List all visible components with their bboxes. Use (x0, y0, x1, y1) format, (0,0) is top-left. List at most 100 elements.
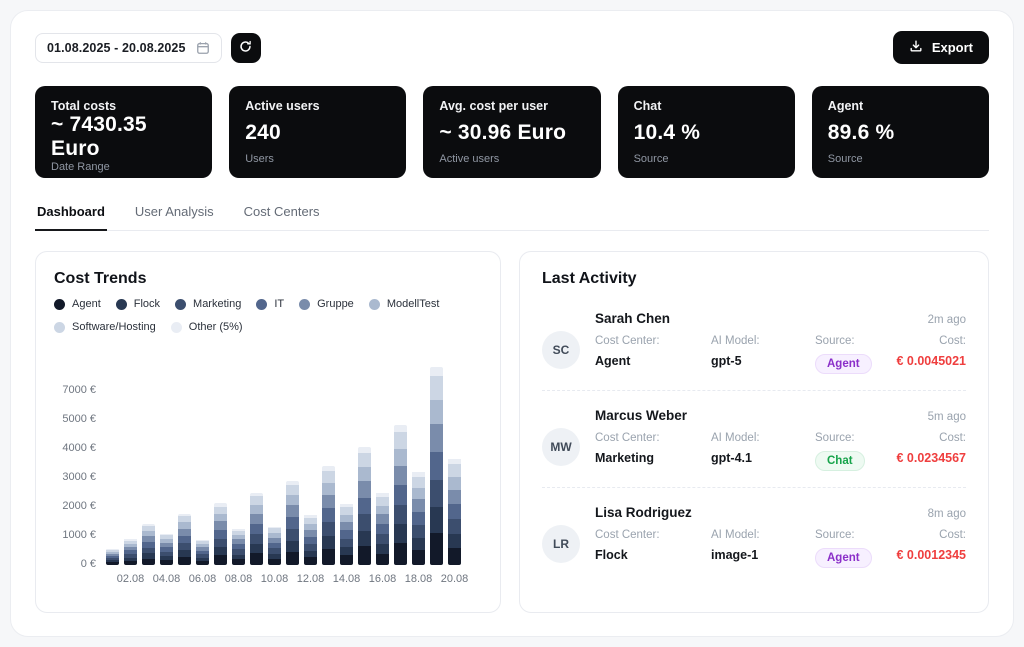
bar-segment-flock (394, 524, 407, 543)
date-range-value: 01.08.2025 - 20.08.2025 (47, 40, 186, 55)
bar-segment-software-hosting (106, 549, 119, 552)
bar-11.08 (286, 480, 299, 565)
bar-segment-flock (214, 547, 227, 556)
bar-segment-flock (304, 550, 317, 557)
field-value-cost-center: Agent (595, 354, 631, 368)
x-axis-tick-label: 02.08 (116, 573, 145, 585)
stat-card-2: Avg. cost per user ~ 30.96 Euro Active use… (423, 86, 601, 178)
field-source: Source: Agent (815, 529, 888, 568)
legend-item-gruppe[interactable]: Gruppe (299, 298, 354, 310)
activity-row-header: Lisa Rodriguez 8m ago (595, 505, 966, 520)
field-source: Source: Agent (815, 335, 888, 374)
activity-row-header: Marcus Weber 5m ago (595, 408, 966, 423)
bar-segment-software-hosting (412, 477, 425, 489)
bar-segment-modelltest (448, 476, 461, 490)
bar-segment-marketing (160, 551, 173, 556)
tab-user-analysis[interactable]: User Analysis (134, 204, 214, 219)
bar-segment-flock (322, 536, 335, 550)
toolbar: 01.08.2025 - 20.08.2025 (35, 31, 989, 64)
legend-item-agent[interactable]: Agent (54, 298, 101, 310)
bar-segment-other (160, 533, 173, 536)
bar-segment-it (268, 543, 281, 549)
bar-segment-marketing (304, 543, 317, 551)
avatar: MW (542, 428, 580, 466)
bar-segment-flock (268, 553, 281, 559)
bar-segment-it (142, 541, 155, 548)
stat-card-value: 89.6 % (827, 121, 895, 144)
calendar-icon (196, 41, 210, 55)
bar-segment-flock (196, 557, 209, 561)
bar-segment-marketing (178, 542, 191, 551)
bar-segment-modelltest (412, 488, 425, 500)
legend-item-label: Flock (133, 298, 161, 310)
bar-segment-flock (358, 530, 371, 547)
bar-segment-marketing (322, 522, 335, 537)
bar-segment-other (412, 472, 425, 478)
bar-segment-gruppe (142, 536, 155, 542)
last-activity-panel: Last Activity SC Sarah Chen 2m ago Cost Cen… (519, 251, 989, 613)
bar-segment-modelltest (340, 514, 353, 522)
activity-row-content: Marcus Weber 5m ago Cost Center: Marketing A… (595, 408, 966, 471)
field-value-source: Chat (815, 451, 888, 471)
bar-segment-flock (340, 547, 353, 556)
stats-row: Total costs ~ 7430.35 Euro Date Range Activ… (35, 86, 989, 178)
bar-segment-it (304, 536, 317, 544)
legend-dot-icon (368, 298, 380, 310)
bar-segment-gruppe (268, 537, 281, 544)
cost-trends-panel: Cost Trends Agent Flock Marketing IT Gruppe M… (35, 251, 501, 613)
panels: Cost Trends Agent Flock Marketing IT Gruppe M… (35, 251, 989, 613)
field-value-cost-center: Marketing (595, 451, 655, 465)
bar-segment-it (430, 451, 443, 480)
legend-item-it[interactable]: IT (256, 298, 284, 310)
bar-segment-marketing (250, 533, 263, 545)
bar-01.08 (106, 549, 119, 565)
bar-segment-marketing (196, 554, 209, 558)
activity-row-content: Sarah Chen 2m ago Cost Center: Agent AI Mode… (595, 311, 966, 374)
chart-plot-area: 02.08 04.08 06.08 08.08 10.08 12.08 14.08 16.08… (106, 359, 468, 585)
chart-y-axis: 0 € 1000 € 2000 € 3000 € 4000 € 5000 € 7000 € (54, 359, 106, 570)
activity-fields: Cost Center: Flock AI Model: image-1 Source:… (595, 529, 966, 568)
bar-segment-modelltest (358, 466, 371, 481)
field-label-cost-center: Cost Center: (595, 529, 660, 541)
bar-segment-software-hosting (160, 535, 173, 539)
bar-segment-modelltest (232, 534, 245, 540)
bar-03.08 (142, 524, 155, 565)
refresh-button[interactable] (230, 32, 261, 63)
legend-item-other[interactable]: Other (5%) (170, 321, 243, 333)
legend-item-label: Other (5%) (188, 321, 243, 333)
bar-17.08 (394, 425, 407, 565)
field-label-ai-model: AI Model: (711, 432, 760, 444)
bar-segment-modelltest (124, 543, 137, 547)
bar-segment-it (160, 547, 173, 552)
bar-segment-gruppe (214, 521, 227, 530)
bar-segment-software-hosting (376, 497, 389, 506)
bar-segment-flock (106, 560, 119, 563)
bar-segment-software-hosting (124, 540, 137, 544)
field-ai-model: AI Model: gpt-4.1 (711, 432, 807, 471)
legend-item-modelltest[interactable]: ModellTest (368, 298, 439, 310)
stat-card-subtitle: Users (245, 153, 274, 165)
bar-segment-it (232, 544, 245, 550)
date-range-input[interactable]: 01.08.2025 - 20.08.2025 (35, 32, 222, 63)
legend-item-marketing[interactable]: Marketing (175, 298, 241, 310)
bar-segment-flock (286, 540, 299, 552)
bar-20.08: 20.08 (441, 458, 468, 585)
bar-segment-agent (250, 553, 263, 565)
bar-segment-agent (448, 548, 461, 565)
legend-item-flock[interactable]: Flock (115, 298, 161, 310)
legend-item-software-hosting[interactable]: Software/Hosting (54, 321, 156, 333)
bar-segment-modelltest (106, 551, 119, 554)
bar-segment-agent (394, 542, 407, 565)
bar-segment-agent (286, 551, 299, 565)
chart-legend: Agent Flock Marketing IT Gruppe ModellTest Sof… (54, 298, 482, 333)
export-button[interactable]: Export (892, 31, 989, 64)
bar-09.08 (250, 492, 263, 565)
field-value-ai-model: image-1 (711, 548, 759, 562)
x-axis-tick-label: 20.08 (440, 573, 469, 585)
bar-segment-software-hosting (322, 470, 335, 483)
field-label-ai-model: AI Model: (711, 529, 760, 541)
tab-cost-centers[interactable]: Cost Centers (243, 204, 320, 219)
activity-fields: Cost Center: Marketing AI Model: gpt-4.1 Sou… (595, 432, 966, 471)
tab-dashboard[interactable]: Dashboard (35, 200, 107, 231)
bar-segment-other (304, 515, 317, 518)
